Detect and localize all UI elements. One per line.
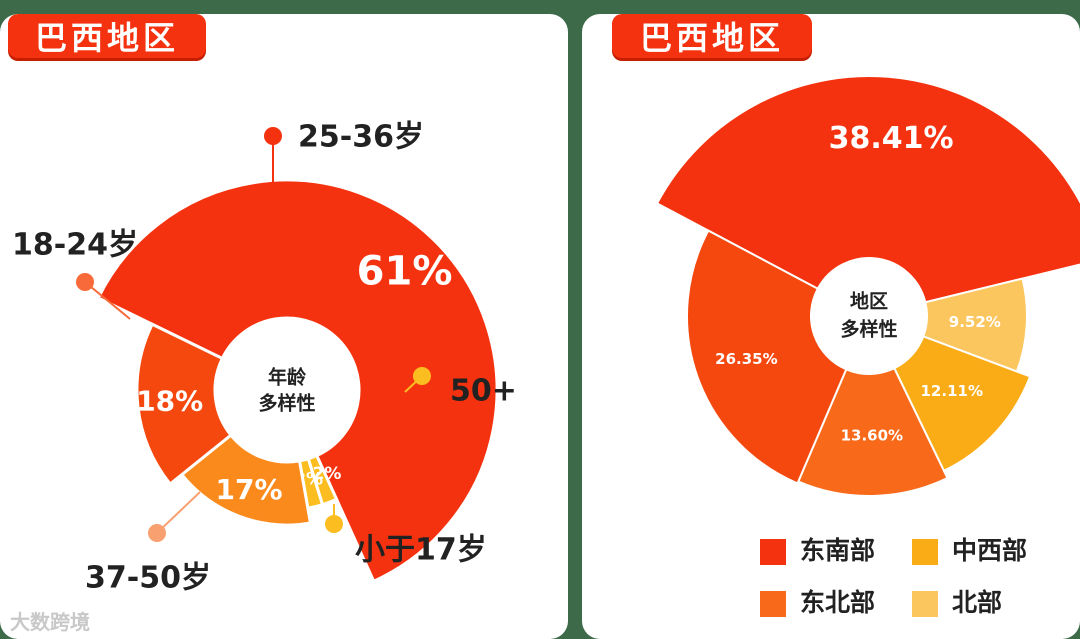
donut-hole [811,258,927,374]
age-diversity-panel: 巴西地区 61% 2% 2% 17% 18% 年龄 多样性 25-36岁 50+ 小于17岁 37-… [0,14,568,639]
legend-swatch [912,539,938,565]
region-slice-value: 12.11% [921,382,983,400]
callout-dot [148,524,166,542]
callout-dot [76,273,94,291]
region-slice-value: 13.60% [841,426,903,444]
age-category-label: 小于17岁 [355,533,487,568]
legend-label: 东北部 [800,588,875,617]
age-category-label: 18-24岁 [12,228,138,263]
age-category-label: 50+ [450,374,517,409]
callout-dot [413,367,431,385]
age-slice-value: 61% [357,248,453,294]
callout-line [156,491,201,534]
donut-center-label: 多样性 [258,392,315,415]
region-slice-value: 9.52% [949,313,1001,331]
age-category-label: 25-36岁 [298,120,424,155]
age-category-label: 37-50岁 [85,561,211,596]
callout-line [84,281,131,320]
age-donut-chart: 61%2%2%17%18%年龄多样性25-36岁50+小于17岁37-50岁18… [12,120,517,596]
legend-label: 北部 [952,588,1002,617]
donut-hole [215,318,359,462]
age-slice-value: 18% [136,385,203,418]
callout-dot [264,127,282,145]
legend-swatch [912,591,938,617]
legend-label: 中西部 [952,536,1027,565]
region-slice-value: 26.35% [715,350,777,368]
donut-center-label: 地区 [850,290,888,313]
age-slice-value: 2% [313,464,342,484]
region-tag: 巴西地区 [612,14,812,58]
age-slice-value: 17% [215,473,282,506]
region-diversity-panel: 巴西地区 38.41% 9.52% 12.11% 13.60% 26.35% 地区多样性东… [582,14,1080,639]
legend-label: 东南部 [800,536,875,565]
region-tag: 巴西地区 [8,14,206,58]
callout-dot [325,515,343,533]
legend-swatch [760,539,786,565]
watermark-logo: 大数跨境 [10,610,90,634]
donut-center-label: 年龄 [268,366,307,389]
region-slice-value: 38.41% [829,121,954,156]
legend-swatch [760,591,786,617]
donut-center-label: 多样性 [840,318,897,341]
